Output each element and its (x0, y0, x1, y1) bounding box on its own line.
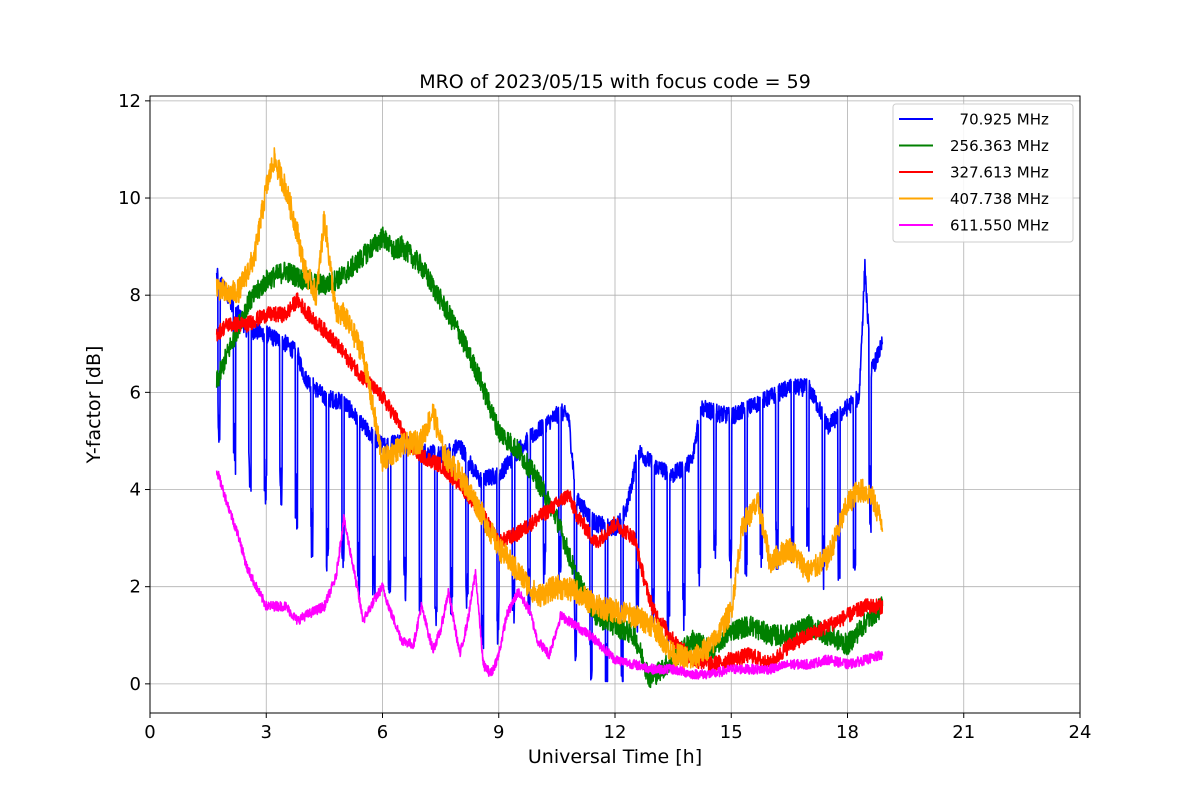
y-axis-label: Y-factor [dB] (83, 346, 105, 465)
legend-label: 407.738 MHz (950, 190, 1049, 208)
y-tick-label: 10 (118, 188, 141, 209)
y-tick-label: 0 (130, 674, 141, 695)
legend-box (892, 103, 1074, 243)
legend-label: 327.613 MHz (950, 164, 1049, 182)
legend-label: 256.363 MHz (950, 137, 1049, 155)
x-tick-label: 21 (952, 722, 975, 743)
x-tick-label: 12 (604, 722, 627, 743)
x-tick-label: 24 (1069, 722, 1092, 743)
series-line-3 (215, 147, 884, 670)
y-tick-label: 4 (130, 480, 141, 501)
y-tick-label: 12 (118, 91, 141, 112)
x-tick-label: 0 (144, 722, 155, 743)
x-tick-label: 6 (377, 722, 388, 743)
x-tick-label: 18 (836, 722, 859, 743)
y-tick-label: 8 (130, 285, 141, 306)
series-line-2 (215, 292, 884, 672)
x-axis-label: Universal Time [h] (528, 746, 702, 768)
y-axis-ticks: 0 2 4 6 8 10 12 (118, 91, 150, 695)
series-line-4 (215, 470, 884, 680)
series-line-1 (215, 226, 884, 689)
chart-title: MRO of 2023/05/15 with focus code = 59 (419, 71, 811, 93)
series-line-0 (215, 258, 884, 683)
plot-area (215, 147, 884, 689)
x-tick-label: 3 (261, 722, 272, 743)
legend-label: 611.550 MHz (950, 217, 1049, 235)
legend: 70.925 MHz 256.363 MHz 327.613 MHz 407.738 … (892, 103, 1074, 243)
x-axis-ticks: 0 3 6 9 12 15 18 21 24 (144, 713, 1091, 743)
y-tick-label: 6 (130, 382, 141, 403)
y-tick-label: 2 (130, 577, 141, 598)
legend-label: 70.925 MHz (950, 111, 1049, 129)
x-tick-label: 15 (720, 722, 743, 743)
x-tick-label: 9 (493, 722, 504, 743)
